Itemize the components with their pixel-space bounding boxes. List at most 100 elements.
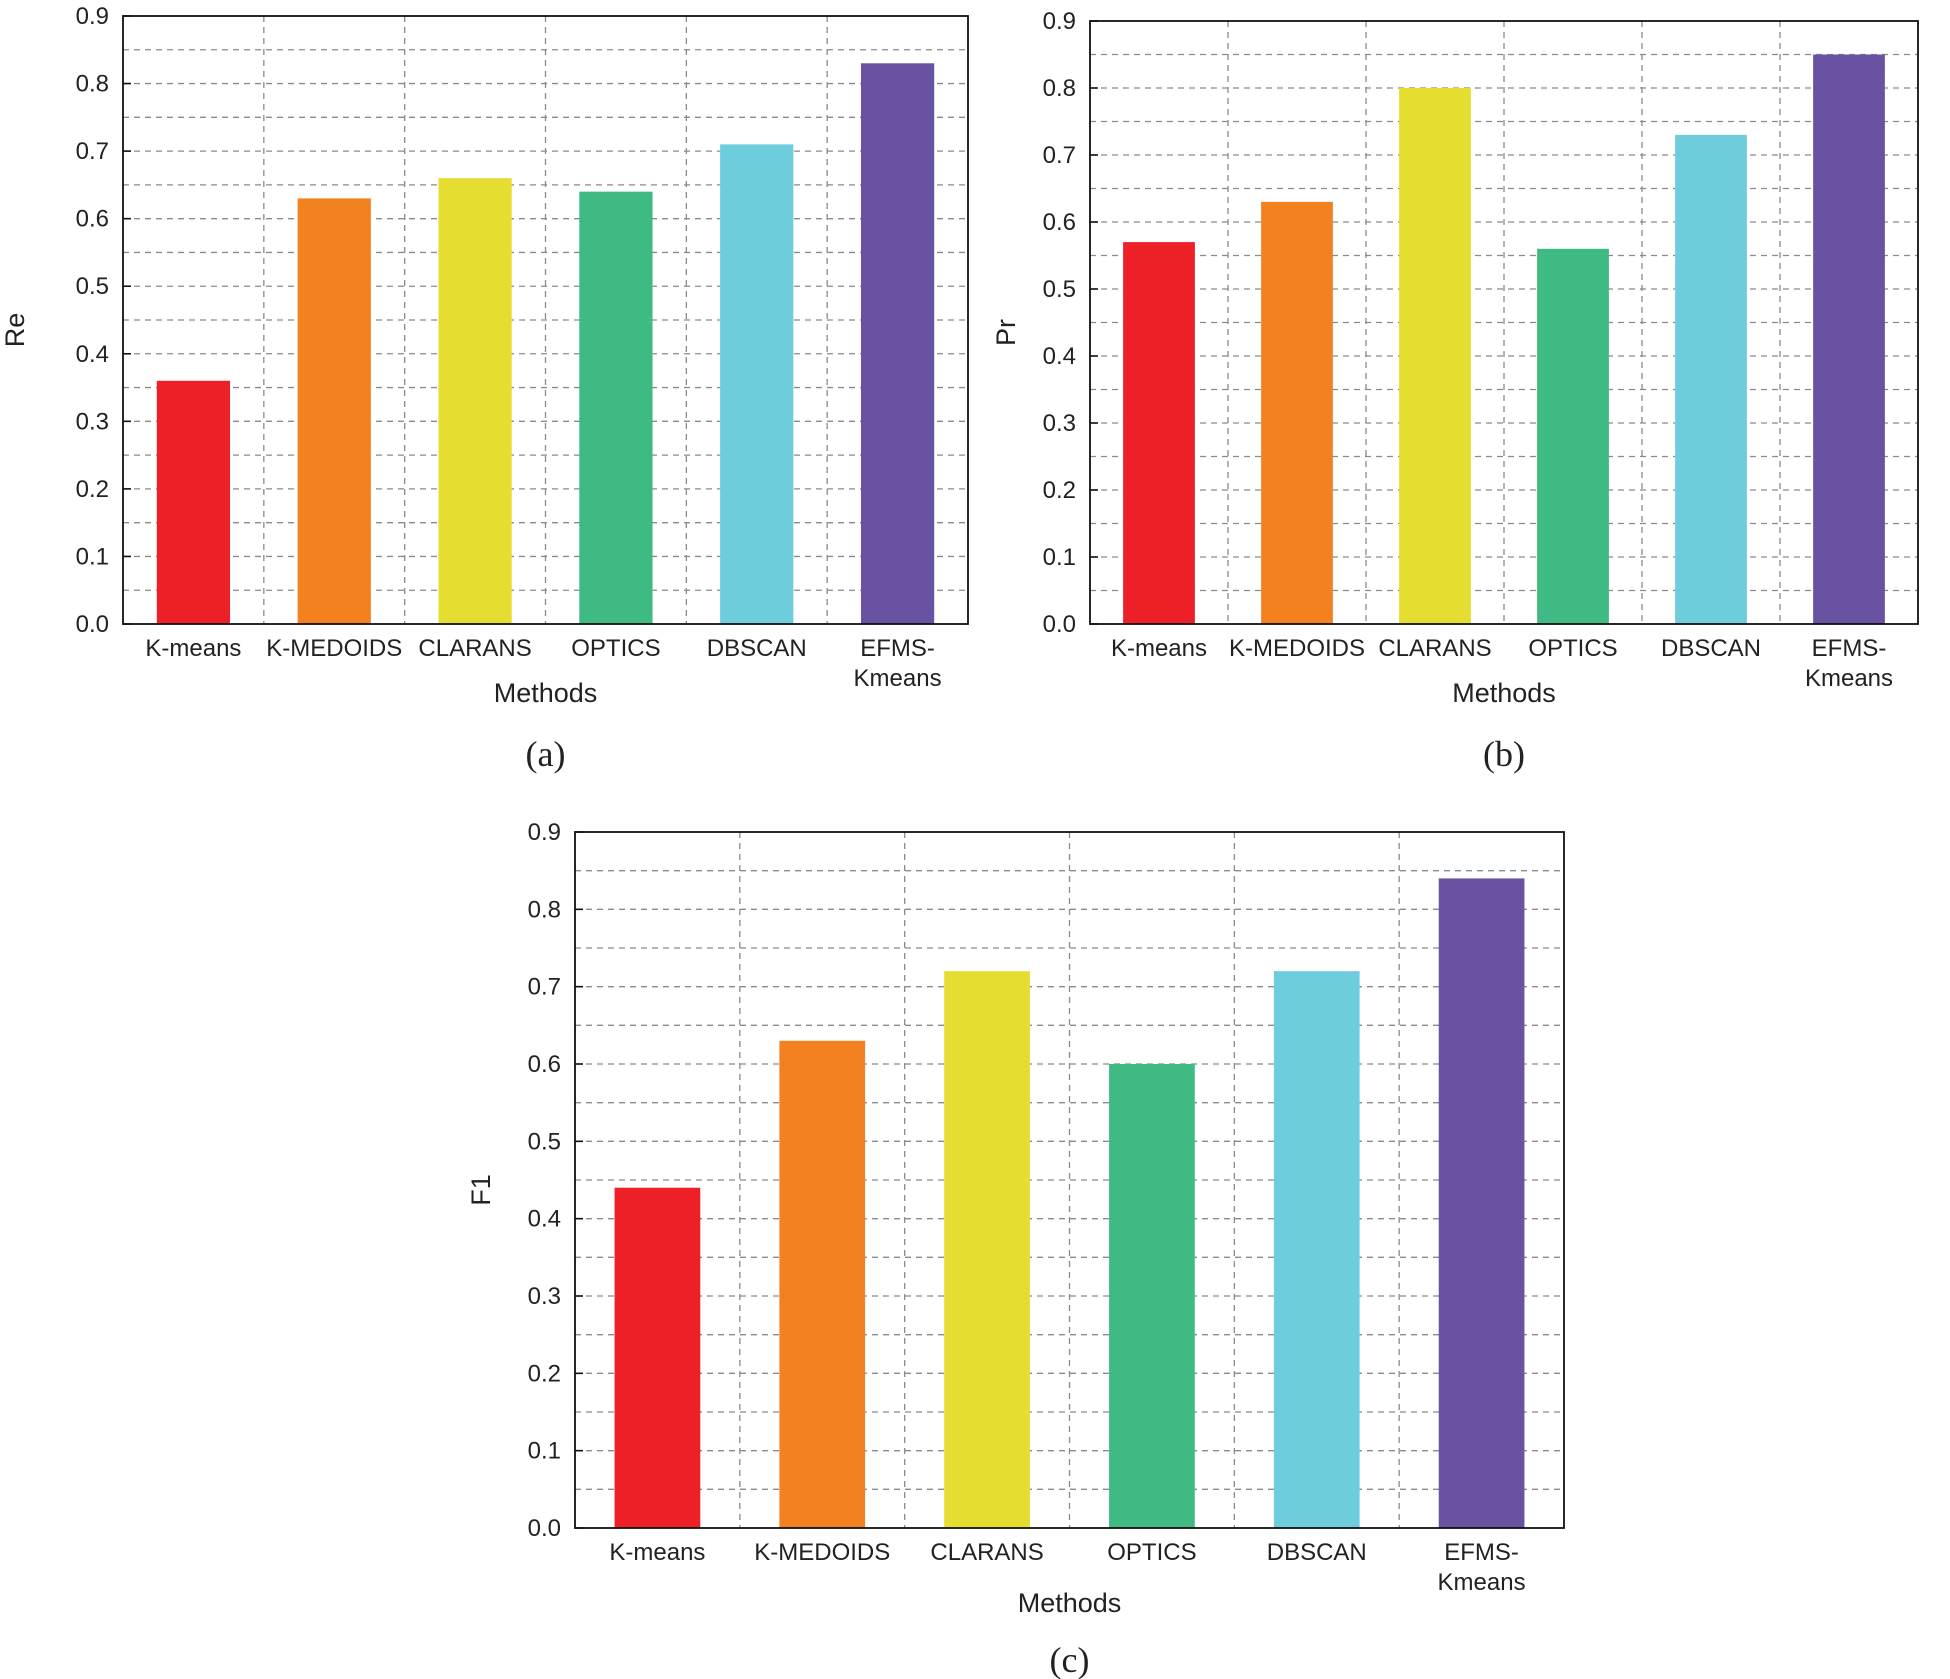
chart-panel-a: 0.0 0.1 0.2 0.3 0.4 0.5 0.6 0.7 0.8 0.9 K-means K-M… [0,3,969,774]
plot-frame [574,831,1565,1529]
x-tick-label-line: K-MEDOIDS [266,635,402,662]
x-tick-label-efms-kmeans: EFMS- Kmeans [854,635,942,692]
bar-k-means [614,1187,701,1528]
y-tick-label: 0.5 [76,273,109,300]
chart-panel-b: 0.0 0.1 0.2 0.3 0.4 0.5 0.6 0.7 0.8 0.9 K-means K-M… [991,8,1919,774]
y-tick-label: 0.7 [76,138,109,165]
y-tick-label: 0.5 [528,1128,561,1155]
y-tick-label: 0.4 [76,341,109,368]
y-tick-label: 0.4 [528,1206,561,1233]
bar-optics [1537,248,1609,625]
bar-optics [579,191,653,624]
y-axis-label: Re [0,313,30,348]
x-axis-label: Methods [1452,678,1556,708]
x-tick-label-k-means: K-means [1111,635,1207,662]
y-tick-label: 0.1 [76,543,109,570]
x-tick-label-line: CLARANS [418,635,531,662]
y-tick-label: 0.5 [1043,276,1076,303]
x-tick-label-k-medoids: K-MEDOIDS [1229,635,1365,662]
y-tick-label: 0.0 [76,611,109,638]
y-tick-label: 0.8 [528,896,561,923]
x-tick-label-k-medoids: K-MEDOIDS [754,1539,890,1566]
y-tick-label: 0.3 [528,1283,561,1310]
x-tick-label-line: EFMS- [1444,1539,1519,1566]
x-tick-label-line: Kmeans [1805,665,1893,692]
y-tick-label: 0.9 [76,3,109,30]
x-tick-label-line: CLARANS [930,1539,1043,1566]
bar-dbscan [1675,134,1747,624]
panel-caption: (c) [1050,1640,1090,1679]
y-tick-label: 0.6 [1043,209,1076,236]
chart-panel-c: 0.0 0.1 0.2 0.3 0.4 0.5 0.6 0.7 0.8 0.9 K-means K-M… [466,819,1565,1679]
x-axis-label: Methods [1018,1588,1122,1618]
bar-dbscan [720,144,794,624]
x-tick-label-efms-kmeans: EFMS- Kmeans [1805,635,1893,692]
y-tick-label: 0.0 [528,1515,561,1542]
y-tick-label: 0.0 [1043,611,1076,638]
bar-efms-kmeans [1438,878,1525,1528]
plot-frame [122,15,969,625]
x-tick-label-line: K-means [1111,635,1207,662]
y-tick-label: 0.6 [76,206,109,233]
y-tick-label: 0.8 [1043,75,1076,102]
bar-clarans [1399,88,1471,624]
y-tick-label: 0.8 [76,71,109,98]
x-tick-label-line: EFMS- [1812,635,1887,662]
y-tick-label: 0.1 [1043,544,1076,571]
panel-caption: (a) [526,734,566,774]
x-tick-label-optics: OPTICS [571,635,660,662]
y-tick-label: 0.1 [528,1438,561,1465]
plot-frame [1089,20,1919,625]
x-tick-label-line: DBSCAN [1267,1539,1367,1566]
y-tick-label: 0.2 [76,476,109,503]
x-tick-label-line: OPTICS [571,635,660,662]
bar-k-means [1123,242,1195,624]
y-tick-label: 0.7 [528,974,561,1001]
x-tick-label-clarans: CLARANS [1378,635,1491,662]
x-tick-label-line: K-means [609,1539,705,1566]
x-tick-label-k-medoids: K-MEDOIDS [266,635,402,662]
y-tick-label: 0.9 [528,819,561,846]
y-tick-label: 0.2 [528,1360,561,1387]
x-tick-label-dbscan: DBSCAN [1661,635,1761,662]
grid [575,832,1564,1528]
x-tick-label-line: DBSCAN [707,635,807,662]
y-tick-label: 0.7 [1043,142,1076,169]
x-tick-label-line: Kmeans [854,665,942,692]
x-tick-label-optics: OPTICS [1107,1539,1196,1566]
bar-k-medoids [1261,201,1333,624]
x-tick-label-line: K-MEDOIDS [1229,635,1365,662]
x-tick-label-line: CLARANS [1378,635,1491,662]
y-tick-label: 0.4 [1043,343,1076,370]
panel-caption: (b) [1483,734,1525,774]
y-tick-label: 0.2 [1043,477,1076,504]
bar-clarans [438,178,512,624]
bar-dbscan [1273,971,1360,1528]
grid [123,16,968,624]
y-axis-label: F1 [466,1174,496,1206]
x-tick-label-line: K-means [145,635,241,662]
x-tick-label-k-means: K-means [609,1539,705,1566]
bar-optics [1109,1064,1195,1528]
bar-k-means [156,380,231,624]
y-tick-label: 0.9 [1043,8,1076,35]
y-tick-label: 0.3 [1043,410,1076,437]
bar-k-medoids [297,198,371,624]
x-tick-label-line: EFMS- [860,635,935,662]
x-tick-label-optics: OPTICS [1528,635,1617,662]
y-tick-label: 0.3 [76,408,109,435]
x-tick-label-clarans: CLARANS [930,1539,1043,1566]
y-axis-label: Pr [991,319,1021,346]
x-tick-label-dbscan: DBSCAN [1267,1539,1367,1566]
x-tick-label-line: Kmeans [1438,1569,1526,1596]
bar-efms-kmeans [1813,54,1885,624]
x-tick-label-dbscan: DBSCAN [707,635,807,662]
x-axis-label: Methods [494,678,598,708]
x-tick-label-line: DBSCAN [1661,635,1761,662]
x-tick-label-k-means: K-means [145,635,241,662]
x-tick-label-line: K-MEDOIDS [754,1539,890,1566]
grid [1090,21,1918,624]
bar-k-medoids [779,1040,866,1528]
x-tick-label-line: OPTICS [1528,635,1617,662]
